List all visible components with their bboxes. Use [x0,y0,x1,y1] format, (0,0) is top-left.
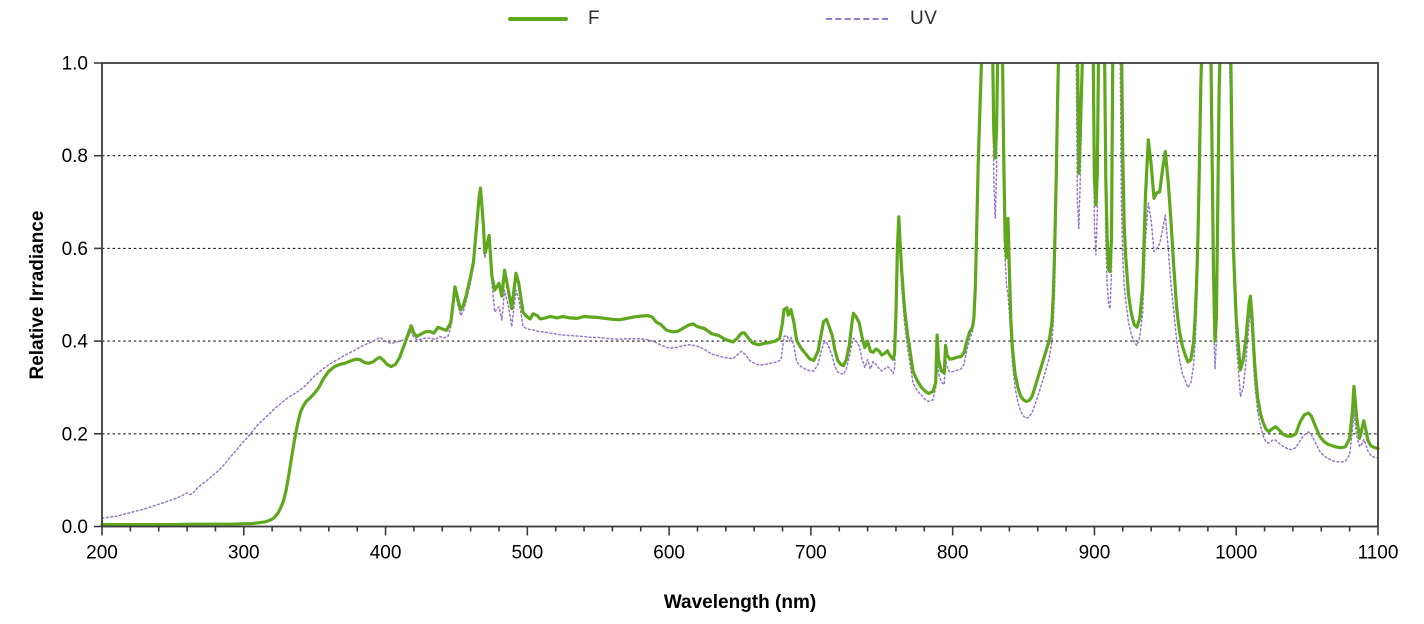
legend-label-f: F [588,8,601,29]
y-tick-label: 0.6 [62,239,88,260]
x-tick-label: 600 [653,543,685,564]
x-tick-label: 400 [370,543,402,564]
legend-item-uv: UV [826,8,937,30]
legend-label-uv: UV [910,8,938,29]
legend-line-uv-sample [826,18,888,20]
x-tick-label: 700 [795,543,827,564]
y-tick-label: 0.2 [62,424,88,445]
y-tick-label: 0.8 [62,146,88,167]
y-axis-title: Relative Irradiance [27,210,48,380]
x-tick-label: 900 [1079,543,1111,564]
y-tick-label: 0.0 [62,517,88,538]
x-tick-label: 500 [511,543,543,564]
x-tick-label: 800 [937,543,969,564]
y-tick-label: 1.0 [62,54,88,75]
series-line-f [100,63,1380,527]
legend-item-f: F [508,8,600,30]
legend-line-f-sample [508,17,568,21]
x-tick-label: 200 [86,543,118,564]
x-axis-title: Wavelength (nm) [663,592,817,613]
plot-border [101,62,1379,528]
y-tick-label: 0.4 [62,332,89,353]
x-tick-label: 1000 [1215,543,1257,564]
x-tick-label: 1100 [1358,543,1399,564]
x-tick-label: 300 [228,543,260,564]
